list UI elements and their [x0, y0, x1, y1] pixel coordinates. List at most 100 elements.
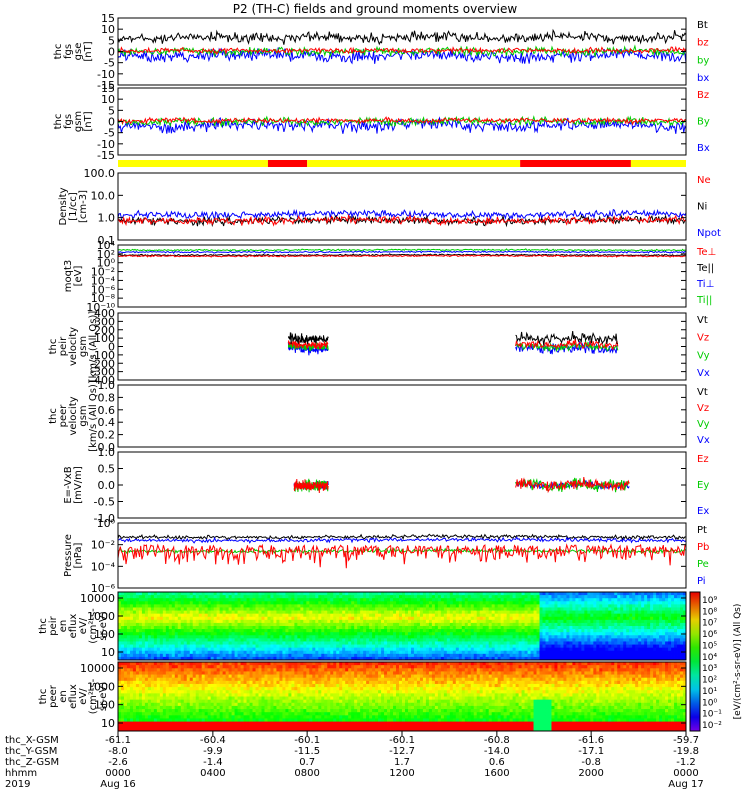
- peir-spec-cell: [195, 647, 200, 652]
- peer-spec-cell: [153, 715, 158, 719]
- peir-spec-cell: [512, 604, 516, 608]
- peir-spec-cell: [237, 604, 241, 608]
- peir-spec-cell: [285, 622, 289, 627]
- peir-spec-cell: [593, 647, 597, 652]
- peer-spec-cell: [186, 705, 191, 710]
- peer-spec-cell: [162, 665, 167, 669]
- peir-spec-cell: [521, 610, 525, 615]
- peir-spec-cell: [381, 638, 385, 642]
- peir-spec-cell: [467, 647, 472, 652]
- peir-spec-cell: [593, 607, 597, 611]
- peir-spec-cell: [324, 604, 328, 608]
- peir-spec-cell: [527, 650, 531, 655]
- peir-spec-cell: [342, 629, 346, 633]
- peir-spec-cell: [333, 598, 337, 602]
- peir-spec-cell: [294, 647, 298, 652]
- peir-spec-cell: [596, 641, 600, 645]
- peir-spec-cell: [384, 598, 388, 602]
- peir-spec-cell: [416, 622, 421, 627]
- density-ylabel-line: [1/cc]: [68, 192, 79, 221]
- peir-spec-cell: [378, 653, 382, 658]
- peir-spec-cell: [635, 592, 639, 596]
- peir-spec-cell: [285, 619, 289, 624]
- peir-spec-cell: [354, 622, 358, 627]
- peir-spec-cell: [234, 610, 238, 615]
- peir-spec-cell: [336, 629, 340, 633]
- peer-spec-cell: [171, 668, 176, 672]
- peir-spec-cell: [425, 626, 430, 630]
- peir-spec-cell: [500, 638, 505, 642]
- peir-spec-cell: [581, 635, 585, 639]
- peir-spec-cell: [668, 656, 672, 661]
- peer-spec-cell: [129, 668, 134, 672]
- peir-spec-cell: [186, 635, 191, 639]
- peir-spec-cell: [225, 638, 230, 642]
- mode-bar-segment: [118, 160, 268, 167]
- peir-spec-cell: [650, 632, 654, 636]
- peir-spec-cell: [264, 616, 268, 621]
- pressure-ylabel: Pressure [nPa]: [63, 534, 84, 577]
- peir-spec-cell: [677, 622, 681, 627]
- peir-spec-cell: [587, 601, 591, 605]
- peer-spec-cell: [186, 718, 191, 722]
- peir-spec-cell: [521, 638, 525, 642]
- peir-spec-cell: [318, 641, 322, 645]
- peir-spec-cell: [150, 598, 155, 602]
- peir-spec-cell: [536, 638, 540, 642]
- peir-spec-cell: [680, 595, 684, 599]
- peir-spec-cell: [198, 610, 203, 615]
- peir-spec-cell: [297, 622, 301, 627]
- peir-spec-cell: [195, 650, 200, 655]
- peir-spec-cell: [596, 650, 600, 655]
- peir-spec-cell: [407, 616, 412, 621]
- peir-spec-cell: [165, 644, 170, 649]
- peir-spec-cell: [399, 635, 403, 639]
- peer-spec-cell: [174, 693, 179, 697]
- peir-spec-cell: [369, 598, 373, 602]
- peir-spec-cell: [575, 610, 579, 615]
- peir-spec-cell: [279, 613, 283, 618]
- peir-spec-cell: [204, 604, 209, 608]
- peir-spec-cell: [437, 613, 442, 618]
- peer-spec-cell: [189, 671, 194, 675]
- peir-spec-cell: [186, 650, 191, 655]
- peir-spec-cell: [461, 650, 466, 655]
- peir-spec-cell: [246, 650, 250, 655]
- peir-spec-cell: [659, 619, 663, 624]
- peir-spec-cell: [222, 613, 227, 618]
- peir-spec-cell: [494, 592, 499, 596]
- peir-spec-cell: [288, 653, 292, 658]
- peir-spec-cell: [264, 647, 268, 652]
- peir-spec-cell: [428, 610, 433, 615]
- peir-spec-cell: [120, 622, 125, 627]
- peer-spec-cell: [129, 705, 134, 710]
- peir-spec-cell: [497, 641, 502, 645]
- peir-spec-cell: [533, 656, 537, 661]
- peir-spec-cell: [416, 616, 421, 621]
- peer-spec-cell: [189, 677, 194, 682]
- peer-spec-cell: [183, 712, 188, 716]
- peir-spec-cell: [375, 610, 379, 615]
- peer-spec-cell: [147, 705, 152, 710]
- peir-spec-cell: [599, 607, 603, 611]
- peer-spec-cell: [144, 696, 149, 701]
- peir-spec-cell: [602, 604, 606, 608]
- peir-spec-cell: [482, 592, 487, 596]
- peir-spec-cell: [315, 650, 319, 655]
- peir-spec-cell: [527, 622, 531, 627]
- peir-spec-cell: [590, 638, 594, 642]
- peir-spec-cell: [554, 626, 558, 630]
- peir-spec-cell: [410, 644, 415, 649]
- peir-spec-cell: [542, 656, 546, 661]
- peir-spec-cell: [123, 647, 128, 652]
- peir-spec-cell: [390, 653, 394, 658]
- peir-spec-cell: [264, 598, 268, 602]
- peir-spec-cell: [647, 616, 651, 621]
- peir-spec-cell: [378, 592, 382, 596]
- temperature-trace-Tepar: [117, 253, 687, 257]
- peir-spec-cell: [494, 647, 499, 652]
- peir-spec-cell: [620, 656, 624, 661]
- peir-spec-cell: [357, 653, 361, 658]
- peir-spec-cell: [611, 644, 615, 649]
- peir-spec-cell: [482, 641, 487, 645]
